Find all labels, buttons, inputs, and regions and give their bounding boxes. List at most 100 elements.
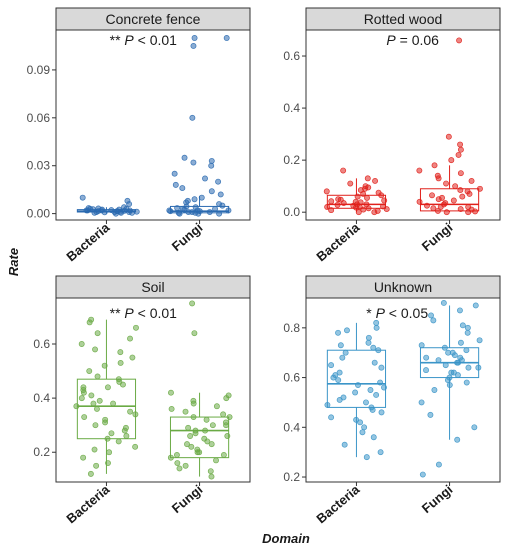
annotation-p: P <box>124 32 134 48</box>
panel-0: Concrete fence 0.00 0.03 0.06 0.09 Bacteria Fu… <box>27 7 251 264</box>
data-point <box>190 397 197 404</box>
data-point <box>424 202 430 209</box>
data-point <box>442 362 449 369</box>
panel-1: Rotted wood 0.0 0.2 0.4 0.6 Bacteria Fungi P = … <box>283 7 501 264</box>
data-point <box>78 341 85 347</box>
data-point <box>463 379 470 386</box>
data-point <box>336 396 343 403</box>
x-category-label: Bacteria <box>313 481 363 526</box>
significance-annotation: ** P < 0.01 <box>110 32 178 48</box>
data-point <box>355 382 361 388</box>
data-point <box>342 349 349 356</box>
y-tick-label: 0.2 <box>33 445 50 459</box>
data-point <box>454 359 461 366</box>
data-point <box>418 342 425 349</box>
data-point <box>208 441 215 448</box>
data-point <box>435 461 442 468</box>
data-point <box>429 192 435 199</box>
y-tick-label: 0.2 <box>283 470 300 484</box>
data-point <box>110 400 117 407</box>
data-point <box>225 392 232 399</box>
data-point <box>353 204 359 211</box>
y-tick-label: 0.4 <box>283 101 300 115</box>
data-point <box>182 462 189 469</box>
data-point <box>174 460 181 467</box>
data-point <box>121 204 127 211</box>
x-axis-title: Domain <box>262 531 310 546</box>
data-point <box>371 209 378 216</box>
data-point <box>175 209 182 216</box>
data-point <box>370 344 377 351</box>
data-point <box>104 384 111 391</box>
data-point <box>371 359 378 366</box>
data-point <box>101 362 108 369</box>
significance-annotation: P = 0.06 <box>386 32 439 48</box>
data-point <box>443 209 450 216</box>
data-point <box>328 362 335 369</box>
data-point <box>93 462 100 469</box>
y-tick-label: 0.6 <box>283 49 300 63</box>
annotation-value: = 0.06 <box>396 32 439 48</box>
data-point <box>181 154 188 161</box>
x-category-label: Fungi <box>169 220 206 254</box>
data-point <box>476 337 483 344</box>
data-point <box>173 451 180 458</box>
data-point <box>215 178 222 185</box>
data-point <box>79 194 86 201</box>
data-point <box>475 364 482 371</box>
data-point <box>133 208 140 215</box>
data-point <box>335 329 341 336</box>
box-iqr <box>326 349 387 408</box>
data-point <box>427 411 434 418</box>
data-point <box>168 405 175 412</box>
data-point <box>340 167 347 174</box>
data-point <box>94 373 101 380</box>
data-point <box>127 408 134 415</box>
data-point <box>132 443 139 450</box>
data-point <box>423 354 430 361</box>
data-point <box>324 204 331 210</box>
data-point <box>445 133 452 140</box>
data-point <box>198 194 205 201</box>
data-point <box>167 454 174 461</box>
data-point <box>459 193 466 200</box>
data-point <box>339 354 346 361</box>
data-point <box>127 335 133 342</box>
data-point <box>337 342 344 349</box>
data-point <box>430 205 437 212</box>
data-point <box>108 207 115 214</box>
data-point <box>122 424 129 431</box>
annotation-stars: ** <box>110 305 125 321</box>
data-point <box>334 201 341 208</box>
y-tick-label: 0.0 <box>283 205 300 219</box>
data-point <box>208 157 215 164</box>
y-tick-label: 0.8 <box>283 321 300 335</box>
data-point <box>381 197 388 204</box>
data-point <box>372 178 379 184</box>
data-point <box>328 414 335 421</box>
panel-3: Unknown 0.2 0.4 0.6 0.8 Bacteria Fungi * P < 0.… <box>283 275 501 526</box>
data-point <box>191 196 198 203</box>
data-point <box>190 414 197 421</box>
data-point <box>213 457 219 464</box>
data-point <box>455 151 462 158</box>
data-point <box>431 162 438 169</box>
data-point <box>213 403 220 410</box>
data-point <box>472 208 479 215</box>
data-point <box>375 189 382 196</box>
data-point <box>184 441 190 448</box>
data-point <box>435 357 442 364</box>
data-point <box>336 369 343 376</box>
data-point <box>457 187 464 194</box>
data-point <box>352 198 359 205</box>
annotation-p: P <box>376 305 386 321</box>
data-point <box>434 207 441 214</box>
data-point <box>373 392 380 398</box>
data-point <box>80 454 87 461</box>
data-point <box>108 430 115 437</box>
data-point <box>465 204 472 210</box>
data-point <box>115 438 122 445</box>
data-point <box>364 175 371 182</box>
data-point <box>446 382 453 388</box>
